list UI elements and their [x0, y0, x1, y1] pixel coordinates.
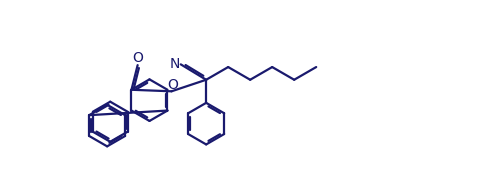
Text: N: N — [170, 57, 180, 71]
Text: O: O — [167, 78, 178, 92]
Text: O: O — [132, 51, 143, 65]
